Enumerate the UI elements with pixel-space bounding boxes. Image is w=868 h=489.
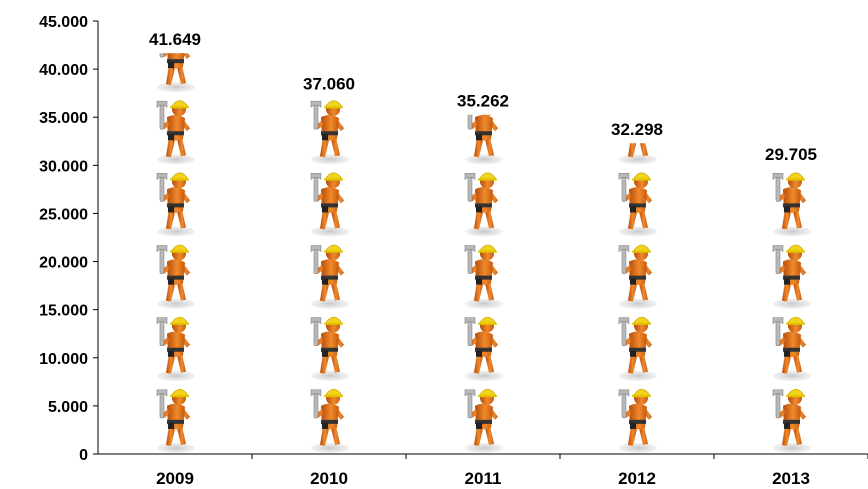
worker-with-wrench-icon	[156, 244, 196, 310]
worker-with-wrench-icon	[464, 316, 504, 382]
worker-with-wrench-icon	[464, 388, 504, 454]
worker-with-wrench-icon	[156, 316, 196, 382]
data-label-2013: 29.705	[765, 145, 817, 164]
icon-column-2013	[772, 172, 812, 454]
icon-column-2012	[618, 143, 658, 454]
y-axis-ticks: 0 5.000 10.000 15.000 20.000 25.000 30.000 35.0…	[39, 14, 868, 488]
worker-with-wrench-icon	[310, 316, 350, 382]
y-tick-label: 35.000	[39, 110, 88, 127]
x-tick-label: 2013	[772, 469, 810, 488]
y-tick-label: 20.000	[39, 255, 88, 272]
y-tick-label: 5.000	[48, 399, 88, 416]
worker-with-wrench-icon	[310, 100, 350, 165]
data-label-2011: 35.262	[457, 92, 509, 111]
worker-with-wrench-icon	[464, 172, 504, 237]
data-label-2012: 32.298	[611, 120, 663, 139]
x-tick-label: 2011	[465, 469, 502, 488]
y-tick-label: 45.000	[39, 14, 88, 31]
worker-with-wrench-icon	[156, 172, 196, 237]
y-tick-label: 10.000	[39, 351, 88, 368]
worker-with-wrench-icon	[310, 388, 350, 454]
worker-with-wrench-icon	[310, 172, 350, 237]
x-tick-label: 2009	[156, 469, 194, 488]
y-tick-label: 40.000	[39, 62, 88, 79]
data-labels: 41.649 37.060 35.262 32.298 29.705	[149, 30, 817, 164]
icon-column-2011	[464, 114, 504, 454]
y-tick-label: 25.000	[39, 206, 88, 223]
x-tick-label: 2010	[310, 469, 348, 488]
worker-with-wrench-icon	[772, 316, 812, 382]
worker-with-wrench-icon	[618, 172, 658, 237]
worker-with-wrench-icon	[618, 316, 658, 382]
icon-column-2010	[310, 100, 350, 454]
y-tick-label: 30.000	[39, 158, 88, 175]
y-tick-label: 0	[79, 447, 88, 464]
worker-with-wrench-icon	[772, 172, 812, 237]
axes	[97, 21, 868, 455]
worker-with-wrench-icon	[310, 244, 350, 310]
worker-with-wrench-icon	[618, 388, 658, 454]
x-tick-label: 2012	[618, 469, 656, 488]
worker-with-wrench-icon	[156, 100, 196, 165]
worker-with-wrench-icon	[464, 244, 504, 310]
icon-column-2009	[156, 53, 196, 454]
data-label-2009: 41.649	[149, 30, 201, 49]
y-tick-label: 15.000	[39, 303, 88, 320]
worker-with-wrench-icon	[618, 244, 658, 310]
worker-with-wrench-icon	[156, 388, 196, 454]
worker-with-wrench-icon	[772, 244, 812, 310]
data-label-2010: 37.060	[303, 74, 355, 93]
worker-with-wrench-icon	[772, 388, 812, 454]
